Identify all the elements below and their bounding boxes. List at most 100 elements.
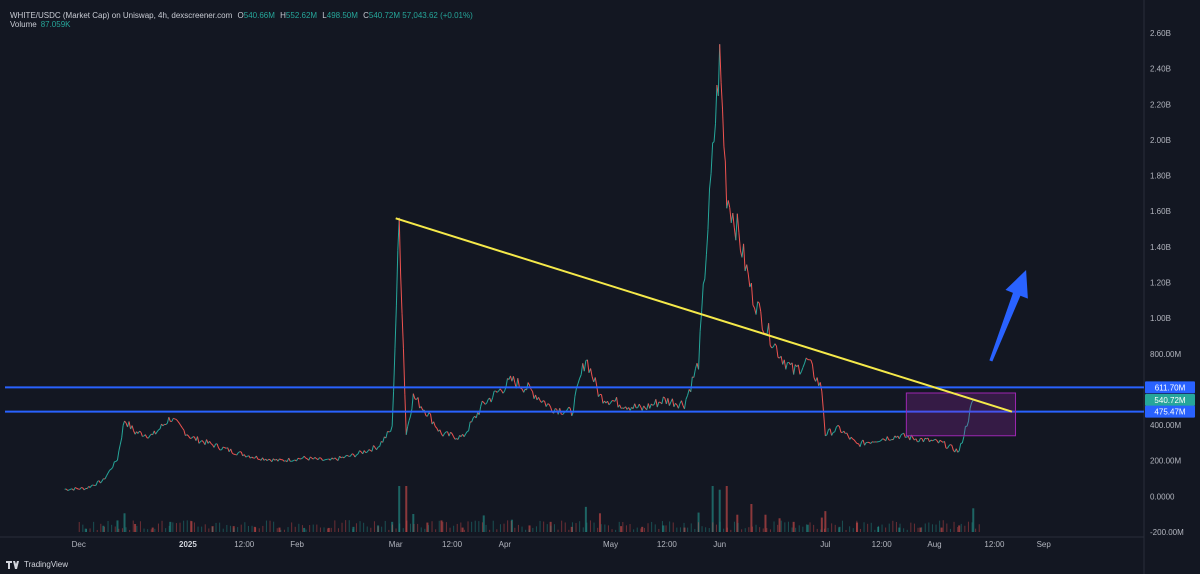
price-segment — [187, 435, 191, 439]
price-segment — [314, 457, 317, 459]
volume-bar-minor — [384, 520, 386, 532]
price-segment — [693, 368, 696, 378]
volume-bar-minor — [143, 528, 145, 532]
x-tick-label: Sep — [1037, 540, 1052, 549]
volume-bar — [549, 521, 552, 532]
volume-bar-minor — [978, 524, 980, 532]
price-segment — [277, 458, 280, 462]
volume-bar-minor — [931, 524, 933, 532]
y-tick-label: 1.40B — [1150, 243, 1171, 252]
price-segment — [661, 396, 664, 405]
price-segment — [846, 432, 849, 437]
price-segment — [538, 397, 541, 401]
price-segment — [772, 343, 776, 348]
volume-bar-minor — [327, 528, 329, 532]
price-segment — [118, 444, 121, 451]
price-segment — [407, 420, 410, 427]
price-segment — [185, 434, 188, 437]
price-segment — [180, 425, 183, 429]
price-segment — [471, 417, 474, 423]
price-segment — [295, 458, 299, 462]
y-tick-label: 2.40B — [1150, 65, 1171, 74]
volume-bar-minor — [633, 529, 635, 532]
price-segment — [216, 443, 220, 449]
price-segment — [961, 436, 965, 444]
price-segment — [191, 436, 194, 439]
volume-bar-minor — [197, 526, 199, 532]
price-segment — [363, 450, 367, 454]
x-tick-label: Mar — [389, 540, 403, 549]
volume-bar-minor — [971, 522, 973, 532]
price-segment — [714, 85, 718, 124]
price-segment — [649, 403, 652, 409]
volume-bar — [972, 508, 975, 532]
volume-bar-minor — [885, 527, 887, 532]
price-segment — [492, 391, 495, 398]
price-segment — [774, 343, 777, 347]
volume-bar-minor — [622, 521, 624, 532]
price-segment — [247, 455, 249, 457]
price-segment — [465, 431, 468, 435]
volume-bar-minor — [265, 520, 267, 532]
volume-bar-minor — [575, 523, 577, 532]
x-tick-label: Dec — [72, 540, 86, 549]
volume-bar — [412, 514, 415, 532]
price-segment — [963, 426, 966, 437]
volume-bar-minor — [784, 522, 786, 532]
volume-bar-minor — [942, 520, 944, 532]
volume-bar-minor — [787, 521, 789, 532]
price-segment — [451, 433, 455, 437]
volume-bar — [898, 527, 901, 532]
price-segment — [377, 445, 380, 448]
volume-bar-minor — [283, 529, 285, 532]
volume-bar-minor — [323, 527, 325, 532]
volume-bar-minor — [456, 523, 458, 532]
price-segment — [162, 424, 165, 427]
volume-bar-minor — [939, 520, 941, 532]
price-segment — [426, 412, 430, 417]
price-segment — [750, 282, 754, 306]
volume-bar-minor — [917, 527, 919, 532]
volume-bar-minor — [654, 524, 656, 532]
volume-bar-minor — [568, 529, 570, 532]
price-segment — [951, 445, 954, 451]
price-segment — [690, 376, 693, 392]
price-segment — [650, 403, 654, 406]
price-segment — [484, 402, 488, 405]
x-tick-label: 12:00 — [984, 540, 1005, 549]
price-segment — [104, 475, 107, 480]
volume-bar-minor — [895, 521, 897, 532]
volume-bar-minor — [834, 524, 836, 532]
price-segment — [376, 446, 379, 451]
volume-bar-minor — [445, 522, 447, 532]
price-segment — [915, 438, 918, 443]
volume-bar — [352, 526, 355, 532]
price-segment — [768, 323, 771, 346]
volume-bar-minor — [935, 524, 937, 532]
price-segment — [89, 485, 93, 488]
price-segment — [368, 449, 371, 451]
price-segment — [885, 436, 888, 441]
price-segment — [395, 250, 399, 306]
price-segment — [65, 488, 69, 491]
volume-bar-minor — [604, 524, 606, 532]
price-segment — [502, 391, 505, 394]
price-segment — [541, 400, 544, 403]
price-segment — [656, 401, 660, 408]
price-segment — [496, 390, 499, 393]
price-segment — [843, 430, 846, 434]
price-segment — [168, 417, 171, 422]
price-segment — [106, 472, 109, 477]
price-segment — [852, 438, 855, 441]
volume-bar-minor — [103, 526, 105, 532]
price-segment — [683, 399, 687, 410]
price-segment — [554, 408, 557, 410]
volume-bar — [232, 526, 235, 532]
volume-bar-minor — [744, 528, 746, 532]
volume-bar-minor — [96, 529, 98, 532]
volume-bar-minor — [867, 523, 869, 532]
open-label: O — [237, 11, 244, 20]
volume-bar-minor — [460, 522, 462, 532]
tradingview-logo[interactable]: TradingView — [6, 560, 68, 569]
